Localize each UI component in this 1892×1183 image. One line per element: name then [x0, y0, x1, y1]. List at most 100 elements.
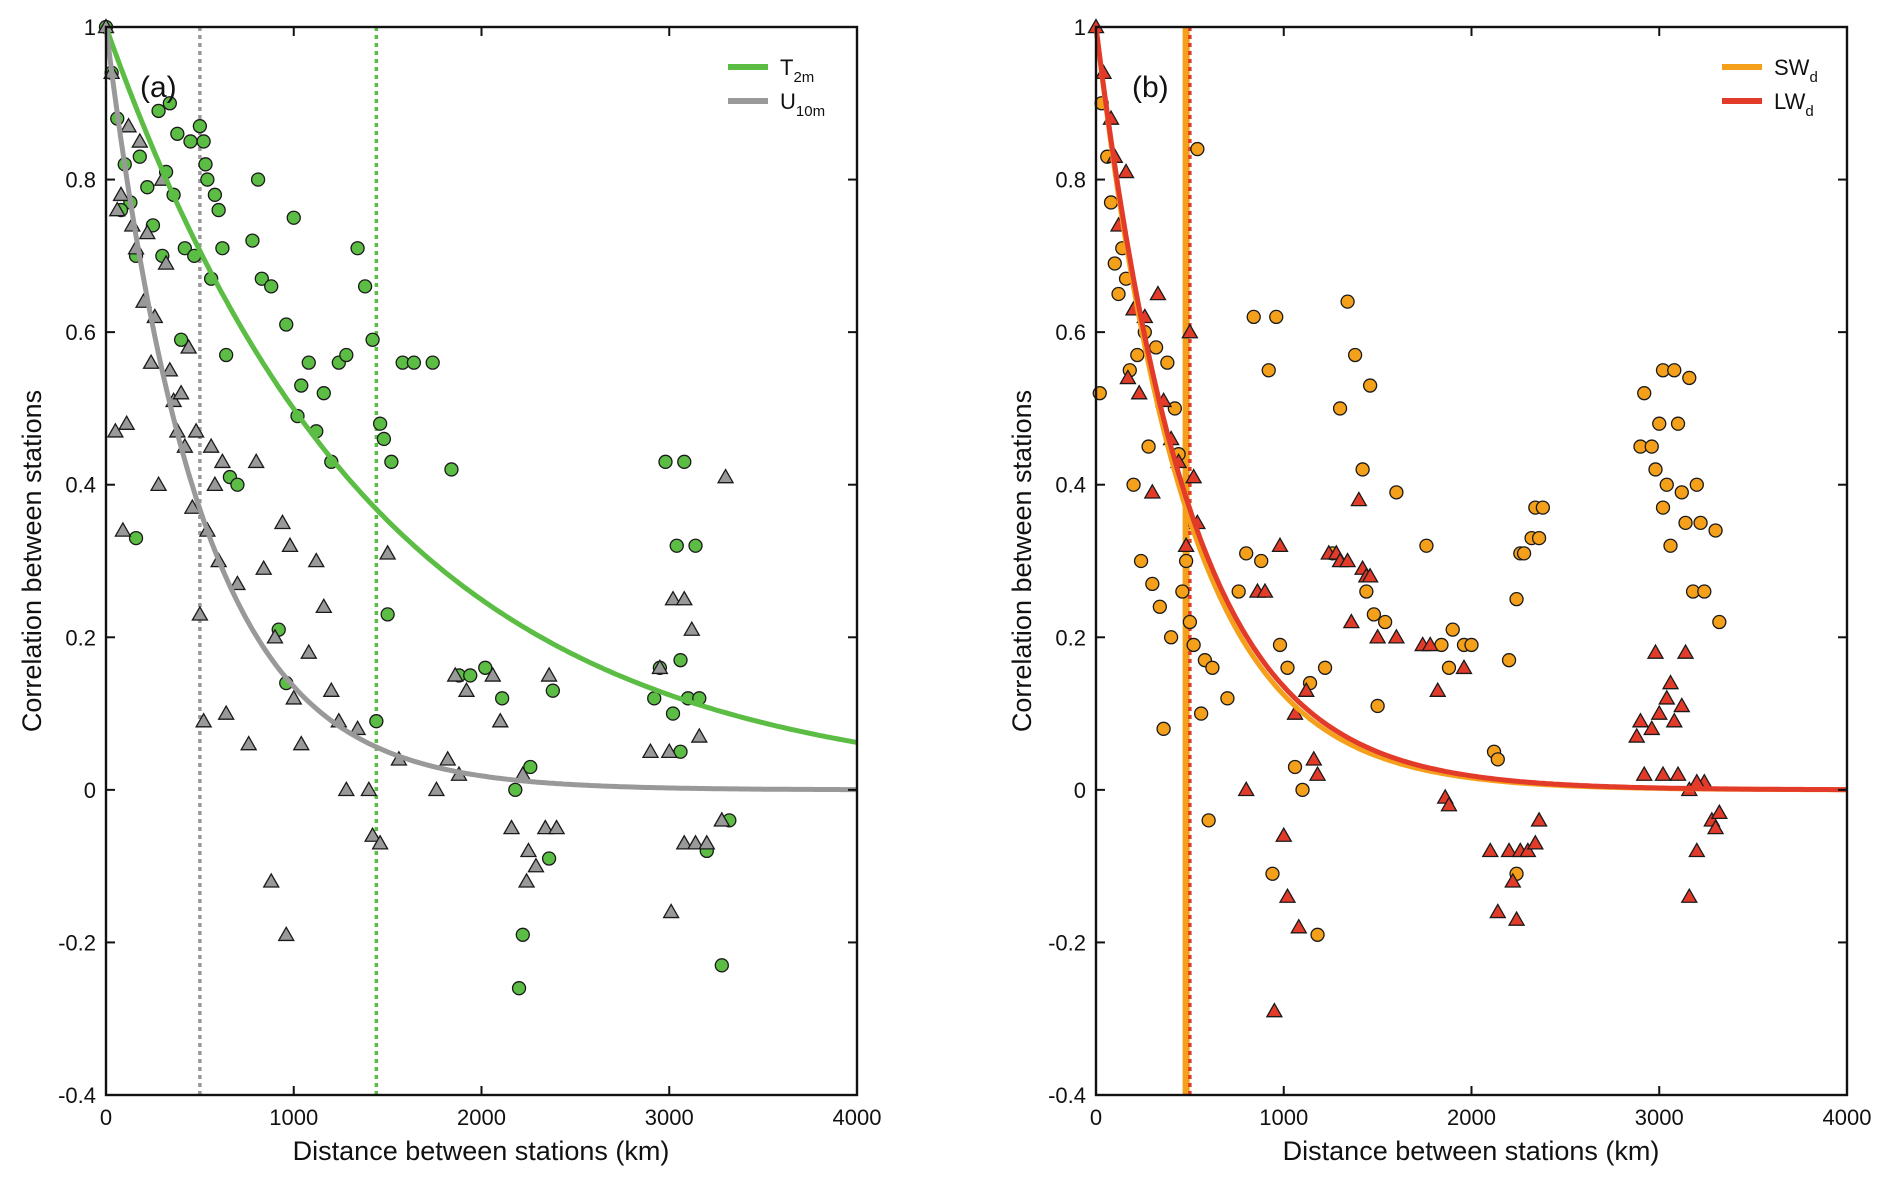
- panel-a-point-t2m: [170, 126, 185, 141]
- panel-a-point-u10m: [172, 384, 190, 400]
- panel-b-point-swd: [1648, 462, 1663, 477]
- panel-a-point-u10m: [285, 689, 303, 705]
- panel-a-point-u10m: [315, 597, 333, 614]
- panel-a-point-t2m: [230, 477, 245, 492]
- panel-a-point-t2m: [384, 454, 399, 469]
- panel-a-point-t2m: [463, 668, 478, 683]
- panel-b-point-swd: [1148, 340, 1164, 355]
- panel-b-point-swd: [1689, 477, 1704, 492]
- panel-b-ytick-label: 0.8: [1055, 168, 1086, 193]
- panel-b-point-swd: [1340, 294, 1355, 309]
- panel-b-point-lwd: [1271, 536, 1289, 553]
- panel-a-point-t2m: [162, 96, 177, 111]
- panel-b-point-swd: [1193, 706, 1209, 721]
- panel-a-point-t2m: [673, 653, 688, 668]
- panel-b-point-lwd: [1361, 567, 1379, 583]
- panel-b-point-lwd: [1500, 842, 1518, 858]
- panel-a-point-u10m: [138, 224, 156, 240]
- panel-b-point-swd: [1419, 538, 1434, 553]
- panel-a-point-u10m: [698, 834, 716, 850]
- panel-b-xtick-label: 2000: [1447, 1105, 1496, 1130]
- panel-b-point-swd: [1182, 614, 1198, 630]
- panel-b-ytick-label: -0.2: [1048, 930, 1086, 955]
- panel-a-point-u10m: [484, 666, 502, 682]
- panel-b-ytick-label: 0.6: [1055, 320, 1086, 345]
- panel-b-point-swd: [1693, 515, 1708, 531]
- panel-b-point-lwd: [1429, 681, 1447, 697]
- panel-b-point-swd: [1659, 477, 1674, 492]
- panel-a-ytick-label: 0.2: [65, 625, 96, 650]
- panel-a-point-t2m: [173, 332, 189, 347]
- panel-b-point-swd: [1317, 660, 1333, 675]
- panel-a-xlabel: Distance between stations (km): [293, 1136, 670, 1166]
- panel-a-point-u10m: [427, 781, 446, 797]
- panel-b-point-swd: [1272, 637, 1288, 653]
- panel-a-point-t2m: [369, 714, 384, 729]
- panel-a-point-u10m: [142, 353, 160, 369]
- panel-a-point-t2m: [215, 241, 230, 256]
- panel-a-point-t2m: [200, 172, 215, 187]
- panel-a-point-u10m: [675, 834, 693, 850]
- panel-b-point-swd: [1359, 584, 1374, 599]
- panel-b-point-lwd: [1278, 887, 1297, 903]
- panel-a-xtick-label: 1000: [269, 1105, 318, 1130]
- panel-b-point-swd: [1667, 363, 1682, 378]
- panel-a-xtick-label: 0: [100, 1105, 112, 1130]
- panel-b-point-lwd: [1643, 720, 1661, 736]
- panel-b-point-swd: [1239, 546, 1254, 561]
- panel-a-ytick-label: 0.6: [65, 320, 96, 345]
- panel-b-fit-curve-lwd: [1093, 26, 1847, 793]
- panel-b-point-swd: [1347, 347, 1363, 363]
- panel-b-point-lwd: [1658, 689, 1676, 705]
- panel-b-point-swd: [1682, 370, 1697, 386]
- panel-a-point-u10m: [348, 720, 367, 736]
- panel-b-point-lwd: [1308, 765, 1327, 781]
- panel-b-point-lwd: [1530, 811, 1548, 827]
- panel-a-point-u10m: [228, 575, 247, 591]
- panel-b-point-lwd: [1117, 163, 1135, 179]
- panel-a-point-u10m: [716, 468, 735, 484]
- panel-b-point-lwd: [1237, 781, 1255, 797]
- panel-b-point-lwd: [1290, 918, 1308, 934]
- panel-b-xlabel: Distance between stations (km): [1283, 1136, 1660, 1166]
- panel-b-point-swd: [1133, 553, 1149, 569]
- panel-b-point-swd: [1355, 462, 1370, 477]
- panel-a-point-u10m: [112, 186, 130, 202]
- panel-b-point-lwd: [1440, 796, 1458, 812]
- panel-a-point-u10m: [536, 819, 554, 835]
- legend-label-lwd: LWd: [1774, 89, 1814, 120]
- panel-a-point-t2m: [279, 317, 294, 332]
- panel-b-point-lwd: [1455, 658, 1473, 675]
- panel-b-point-lwd: [1650, 704, 1668, 720]
- panel-a-point-u10m: [149, 475, 168, 491]
- panel-a-point-u10m: [690, 727, 708, 743]
- panel-b-point-swd: [1152, 599, 1167, 614]
- panel-b-point-lwd: [1628, 727, 1646, 743]
- panel-b-point-swd: [1295, 782, 1310, 798]
- panel-b-point-swd: [1190, 141, 1205, 157]
- panel-b-point-swd: [1220, 691, 1235, 706]
- panel-b-point-swd: [1377, 614, 1393, 630]
- panel-b-point-swd: [1655, 500, 1671, 515]
- panel-a-ytick-label: 1: [84, 15, 96, 40]
- panel-a-point-t2m: [365, 332, 380, 347]
- panel-a-point-t2m: [688, 538, 703, 553]
- panel-b-point-swd: [1167, 401, 1183, 416]
- panel-a-point-u10m: [106, 422, 125, 438]
- panel-a-point-u10m: [307, 552, 325, 568]
- panel-b-point-swd: [1269, 309, 1284, 325]
- panel-a-point-u10m: [491, 712, 509, 728]
- panel-a-point-u10m: [547, 819, 566, 835]
- panel-b-xtick-label: 1000: [1259, 1105, 1308, 1130]
- panel-a-point-t2m: [478, 660, 493, 675]
- panel-a-point-u10m: [114, 521, 132, 537]
- panel-a-fit-curve-u10m: [103, 26, 857, 793]
- panel-b-point-swd: [1246, 309, 1261, 325]
- panel-a-point-t2m: [372, 416, 388, 431]
- panel-a-point-t2m: [301, 355, 316, 370]
- panel-a-ytick-label: 0: [84, 778, 96, 803]
- panel-a-point-t2m: [714, 958, 729, 973]
- panel-a-fit-curve-t2m: [103, 26, 858, 745]
- panel-a-point-t2m: [658, 454, 673, 469]
- panel-b-ytick-label: 0.4: [1055, 473, 1086, 498]
